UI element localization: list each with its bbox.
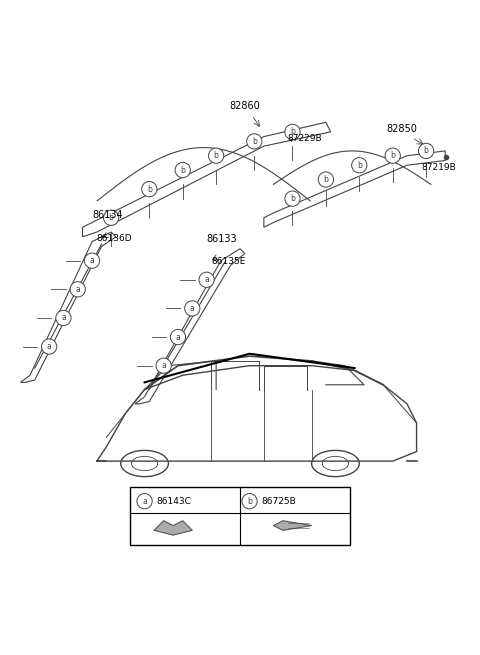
Text: 86143C: 86143C bbox=[156, 496, 192, 506]
Text: b: b bbox=[357, 160, 362, 170]
Circle shape bbox=[318, 172, 334, 187]
Circle shape bbox=[242, 494, 257, 509]
Text: b: b bbox=[252, 137, 257, 146]
Text: b: b bbox=[147, 185, 152, 194]
Circle shape bbox=[285, 191, 300, 206]
Circle shape bbox=[419, 143, 434, 159]
Circle shape bbox=[208, 148, 224, 163]
Circle shape bbox=[352, 158, 367, 173]
Text: a: a bbox=[176, 333, 180, 341]
Text: a: a bbox=[47, 342, 51, 351]
Text: 86133: 86133 bbox=[206, 234, 237, 244]
Text: 86136D: 86136D bbox=[97, 234, 132, 244]
Circle shape bbox=[185, 301, 200, 316]
Text: b: b bbox=[424, 147, 429, 155]
Text: a: a bbox=[161, 361, 166, 370]
Text: b: b bbox=[290, 194, 295, 203]
Circle shape bbox=[385, 148, 400, 163]
Circle shape bbox=[247, 134, 262, 149]
Text: a: a bbox=[61, 314, 66, 322]
Text: 86135E: 86135E bbox=[211, 257, 246, 266]
Text: 86134: 86134 bbox=[92, 210, 123, 220]
Circle shape bbox=[142, 181, 157, 196]
Text: b: b bbox=[108, 214, 114, 222]
Text: a: a bbox=[90, 256, 95, 265]
Circle shape bbox=[84, 253, 100, 269]
Circle shape bbox=[285, 124, 300, 140]
Text: a: a bbox=[75, 285, 80, 294]
Text: 82860: 82860 bbox=[229, 101, 260, 111]
Circle shape bbox=[70, 282, 85, 297]
Circle shape bbox=[56, 310, 71, 326]
Text: 82850: 82850 bbox=[387, 124, 418, 134]
Circle shape bbox=[156, 358, 171, 373]
Polygon shape bbox=[274, 521, 312, 531]
Text: a: a bbox=[142, 496, 147, 506]
Polygon shape bbox=[154, 521, 192, 535]
Circle shape bbox=[104, 210, 119, 225]
Circle shape bbox=[199, 272, 214, 288]
Text: 87229B: 87229B bbox=[288, 134, 323, 143]
Text: a: a bbox=[190, 304, 195, 313]
Circle shape bbox=[175, 162, 191, 178]
Text: 87219B: 87219B bbox=[421, 163, 456, 172]
Text: b: b bbox=[290, 127, 295, 136]
Text: a: a bbox=[204, 275, 209, 284]
Text: b: b bbox=[390, 151, 395, 160]
Circle shape bbox=[41, 339, 57, 354]
Circle shape bbox=[170, 329, 186, 345]
Text: b: b bbox=[247, 496, 252, 506]
Text: 86725B: 86725B bbox=[262, 496, 296, 506]
Text: b: b bbox=[214, 151, 218, 160]
Circle shape bbox=[137, 494, 152, 509]
Text: b: b bbox=[324, 175, 328, 184]
Text: b: b bbox=[180, 166, 185, 174]
